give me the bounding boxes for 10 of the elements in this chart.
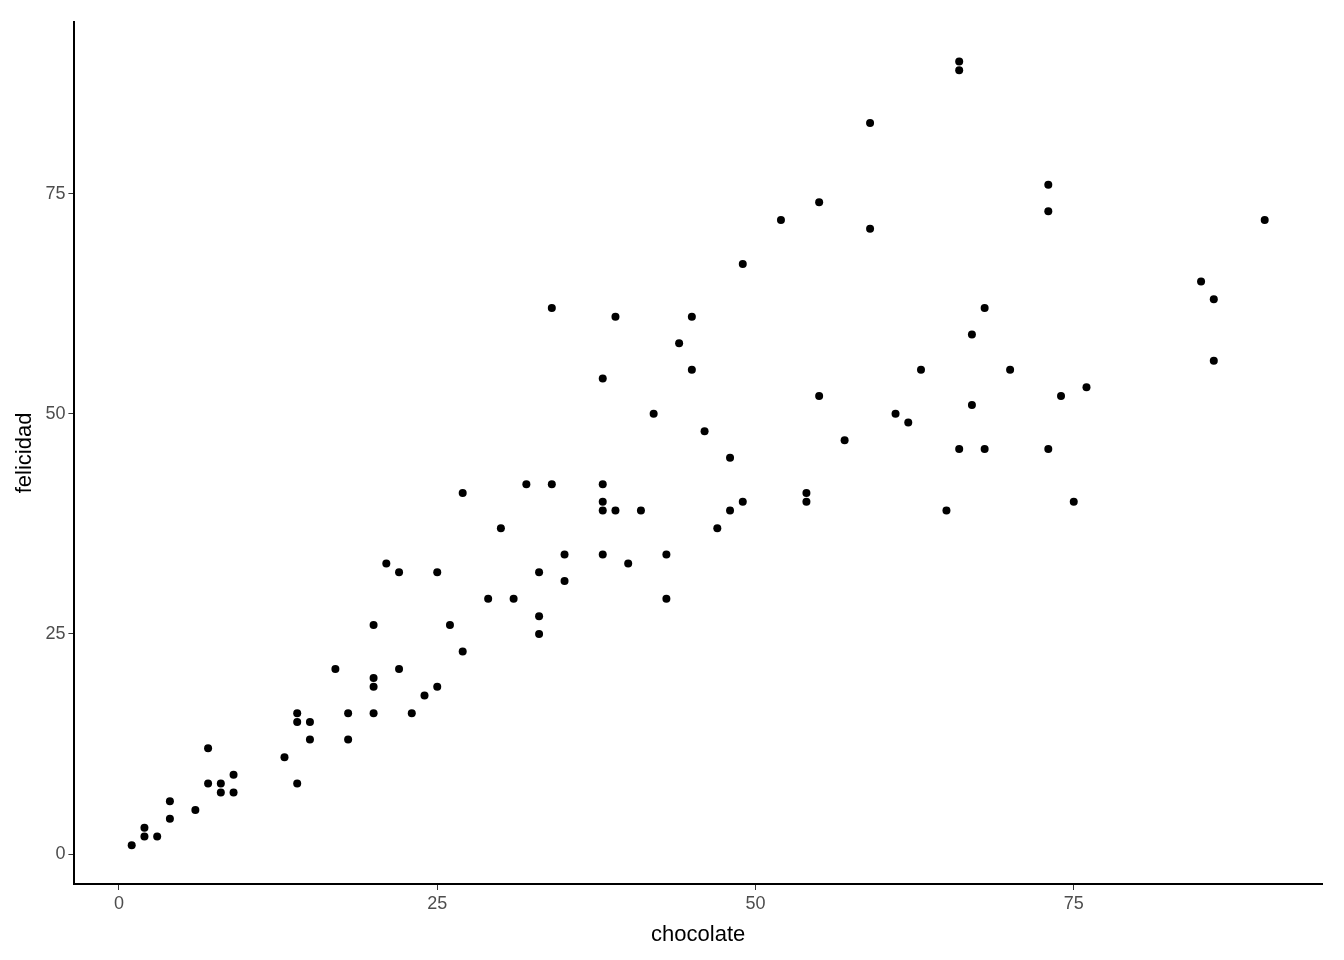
x-tick-label: 50 (745, 892, 766, 913)
y-tick-label: 50 (45, 402, 66, 423)
x-tick-label: 0 (113, 892, 124, 913)
x-axis-title: chocolate (651, 920, 746, 946)
y-tick-label: 0 (55, 843, 66, 864)
x-tick-label: 75 (1063, 892, 1084, 913)
y-tick-label: 75 (45, 182, 66, 203)
y-axis-title: felicidad (11, 412, 37, 494)
y-tick-label: 25 (45, 622, 66, 643)
x-tick-label: 25 (427, 892, 448, 913)
